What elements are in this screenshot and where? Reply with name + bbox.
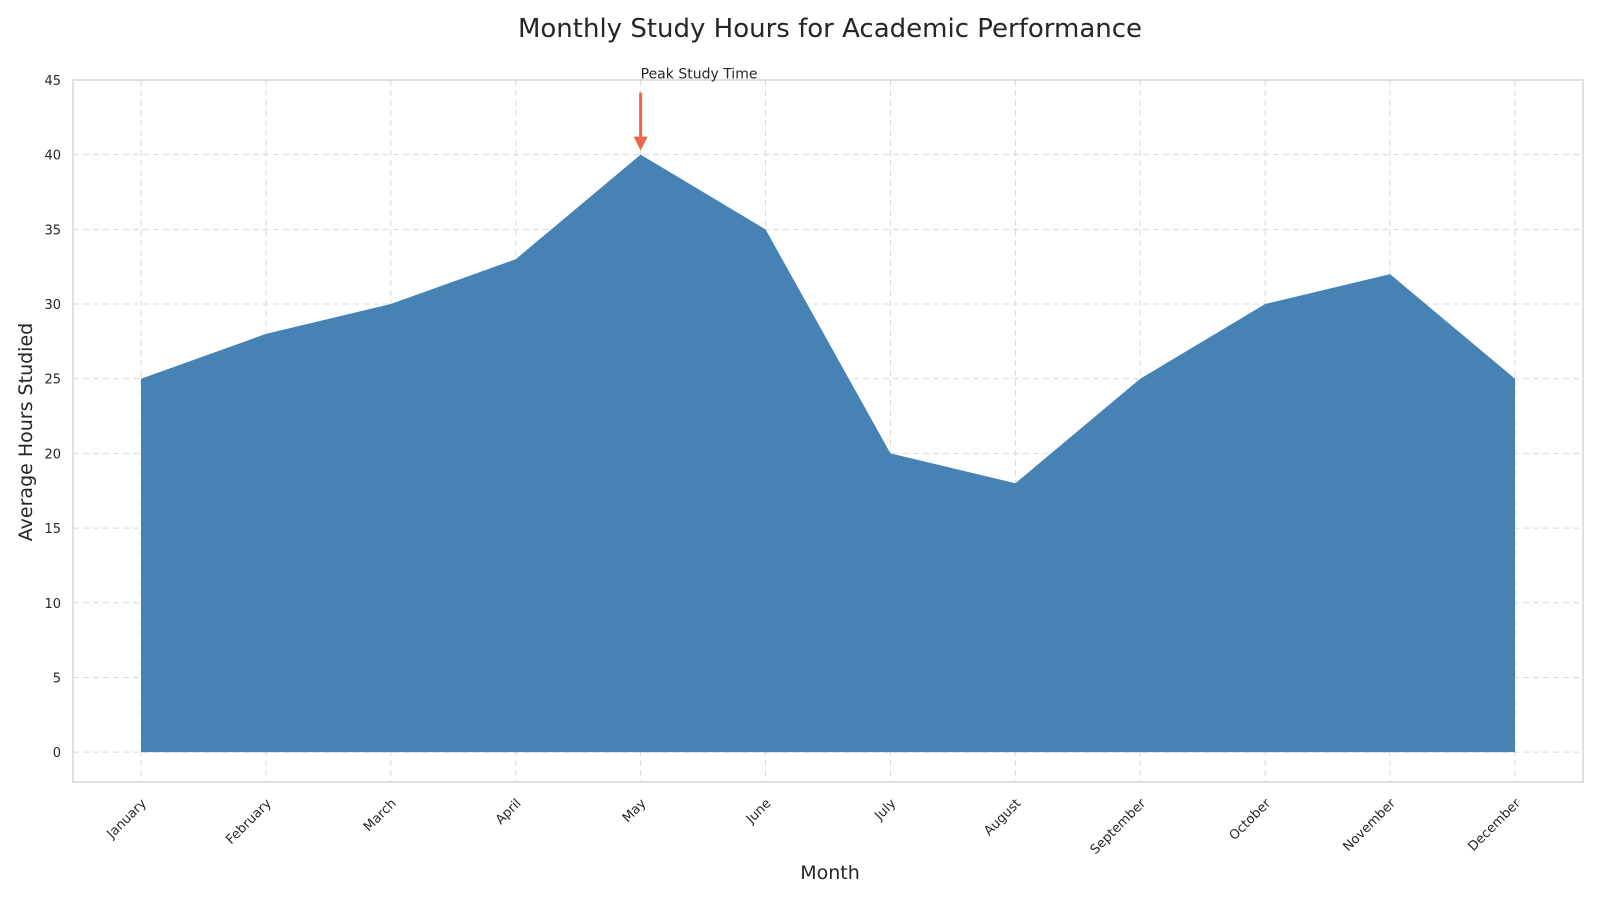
x-tick-label: September xyxy=(1088,796,1150,858)
x-tick-label: July xyxy=(871,796,899,824)
x-tick-labels: January February March April May June July Augu… xyxy=(104,796,1525,858)
annotation-label: Peak Study Time xyxy=(641,67,758,83)
x-tick-label: June xyxy=(743,796,774,827)
annotation-arrow-head xyxy=(633,136,648,151)
y-tick-labels: 0 5 10 15 20 25 30 35 40 45 xyxy=(44,74,61,761)
y-tick-label: 25 xyxy=(44,373,61,388)
x-tick-label: May xyxy=(620,796,650,826)
y-tick-label: 30 xyxy=(44,298,61,313)
annotations: Peak Study Time xyxy=(633,67,758,151)
x-tick-label: October xyxy=(1227,796,1275,844)
x-tick-label: August xyxy=(981,796,1024,839)
x-tick-label: December xyxy=(1466,796,1525,855)
y-tick-label: 0 xyxy=(53,746,61,761)
x-tick-label: November xyxy=(1340,796,1399,855)
area-series xyxy=(141,154,1515,753)
y-tick-label: 10 xyxy=(44,597,61,612)
y-tick-label: 5 xyxy=(53,671,61,686)
chart-title: Monthly Study Hours for Academic Perform… xyxy=(518,14,1142,44)
plot-frame xyxy=(72,79,1584,783)
x-tick-label: March xyxy=(361,796,400,835)
area-fill xyxy=(141,154,1515,753)
y-tick-label: 45 xyxy=(44,74,61,89)
y-tick-label: 35 xyxy=(44,223,61,238)
x-tick-label: January xyxy=(104,796,150,842)
y-axis-title: Average Hours Studied xyxy=(15,323,37,541)
x-tick-label: April xyxy=(493,796,525,828)
y-tick-label: 40 xyxy=(44,149,61,164)
x-tick-label: February xyxy=(223,796,275,848)
x-axis-title: Month xyxy=(800,862,860,884)
y-tick-label: 15 xyxy=(44,522,61,537)
y-tick-label: 20 xyxy=(44,447,61,462)
